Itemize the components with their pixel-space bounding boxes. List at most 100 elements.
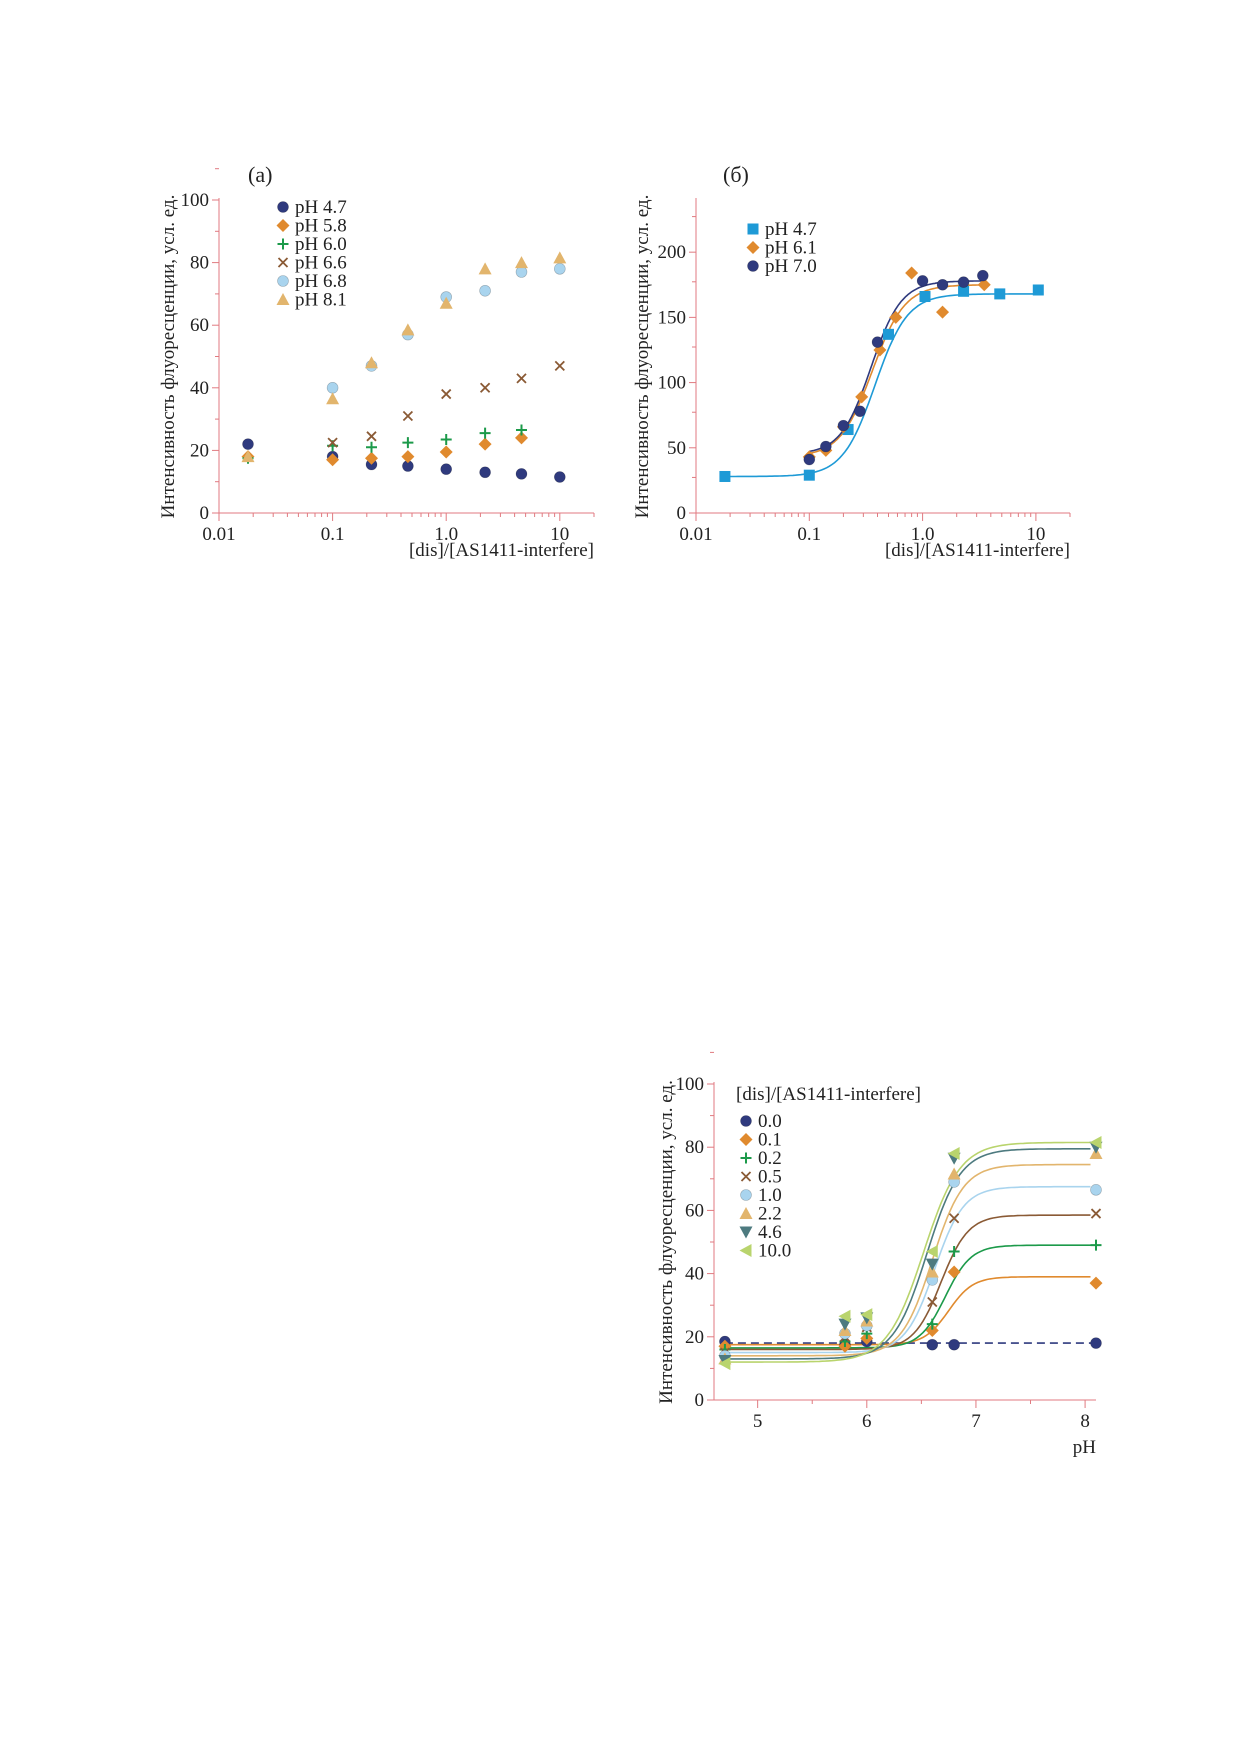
data-point bbox=[916, 275, 929, 287]
data-point bbox=[958, 285, 970, 297]
legend-entry: pH 6.1 bbox=[765, 238, 817, 259]
y-tick-label: 200 bbox=[658, 242, 687, 263]
data-point bbox=[1090, 1337, 1102, 1349]
data-point bbox=[977, 269, 989, 282]
y-tick-label: 100 bbox=[676, 1074, 705, 1095]
data-point bbox=[936, 305, 950, 319]
data-point bbox=[441, 388, 452, 400]
y-tick-label: 50 bbox=[667, 438, 686, 459]
data-point bbox=[401, 450, 415, 464]
data-point bbox=[439, 296, 453, 309]
y-tick-label: 60 bbox=[190, 315, 209, 336]
data-point bbox=[515, 266, 528, 278]
data-point bbox=[553, 251, 567, 264]
data-point bbox=[514, 431, 528, 445]
y-axis-title: Интенсивность флуоресценции, усл. ед. bbox=[656, 1080, 677, 1404]
fit-curve bbox=[724, 1163, 1091, 1357]
data-point bbox=[365, 356, 379, 369]
x-axis-title: pH bbox=[1073, 1437, 1097, 1458]
x-axis-title: [dis]/[AS1411-interfere] bbox=[885, 540, 1070, 561]
data-point bbox=[925, 1244, 938, 1258]
legend-marker bbox=[740, 1115, 752, 1127]
data-point bbox=[479, 382, 491, 393]
data-point bbox=[842, 424, 854, 436]
data-point bbox=[948, 1338, 960, 1351]
fit-curve bbox=[724, 1185, 1091, 1354]
x-axis-title: [dis]/[AS1411-interfere] bbox=[409, 540, 594, 561]
legend-entry: 0.5 bbox=[758, 1167, 782, 1188]
data-point bbox=[948, 1245, 960, 1257]
data-point bbox=[1032, 284, 1044, 296]
legend-marker bbox=[276, 219, 290, 232]
data-point bbox=[327, 437, 338, 448]
data-point bbox=[919, 291, 931, 303]
legend-marker bbox=[277, 275, 289, 287]
y-tick-label: 100 bbox=[181, 190, 210, 211]
data-point bbox=[1090, 1184, 1102, 1196]
legend-entry: 0.0 bbox=[758, 1111, 782, 1132]
data-point bbox=[947, 1265, 961, 1279]
data-point bbox=[994, 288, 1006, 300]
x-tick-label: 8 bbox=[1080, 1411, 1090, 1432]
legend-entry: pH 8.1 bbox=[295, 290, 347, 311]
x-tick-label: 10 bbox=[1026, 524, 1045, 545]
data-point bbox=[882, 328, 894, 340]
legend-marker bbox=[277, 257, 289, 268]
x-tick-label: 1.0 bbox=[911, 524, 935, 545]
y-tick-label: 0 bbox=[677, 503, 687, 524]
data-point bbox=[820, 440, 832, 453]
data-point bbox=[439, 445, 453, 459]
data-point bbox=[855, 390, 869, 404]
data-point bbox=[905, 266, 919, 280]
y-tick-label: 150 bbox=[658, 307, 687, 328]
legend-entry: pH 7.0 bbox=[765, 256, 817, 277]
data-point bbox=[515, 468, 528, 480]
legend-marker bbox=[747, 223, 759, 235]
data-point bbox=[947, 1167, 961, 1180]
fit-curve bbox=[809, 284, 985, 455]
panel-a: 0 20 40 60 80 100 0.01 0.1 1.0 10 Интенсивность фл… bbox=[158, 162, 595, 561]
legend-entry: pH 6.0 bbox=[295, 234, 347, 255]
legend-marker bbox=[740, 1171, 752, 1182]
legend-marker bbox=[277, 238, 289, 250]
data-point bbox=[871, 336, 884, 348]
data-point bbox=[1090, 1208, 1102, 1219]
legend-entry: pH 4.7 bbox=[295, 197, 347, 218]
legend-marker bbox=[277, 201, 289, 213]
data-point bbox=[925, 1258, 939, 1271]
data-point bbox=[803, 469, 815, 481]
legend-entry: pH 6.6 bbox=[295, 253, 347, 274]
data-point bbox=[440, 433, 452, 445]
data-point bbox=[401, 323, 415, 336]
data-point bbox=[365, 451, 379, 465]
x-tick-label: 0.1 bbox=[797, 524, 821, 545]
y-axis-title: Интенсивность флуоресценции, усл. ед. bbox=[632, 195, 653, 519]
y-tick-label: 80 bbox=[685, 1137, 704, 1158]
panel-c: 0 20 40 60 80 100 5 6 7 8 Интенсивность флуоресцен… bbox=[656, 1051, 1103, 1458]
y-tick-label: 20 bbox=[190, 440, 209, 461]
data-point bbox=[838, 1318, 852, 1331]
data-point bbox=[514, 256, 528, 269]
legend-entry: 2.2 bbox=[758, 1204, 782, 1225]
legend-marker bbox=[746, 241, 760, 254]
data-point bbox=[948, 1213, 960, 1224]
fit-curve bbox=[724, 1276, 1091, 1346]
data-point bbox=[479, 466, 491, 479]
data-point bbox=[326, 453, 340, 467]
data-point bbox=[957, 276, 970, 288]
data-point bbox=[854, 405, 866, 418]
data-point bbox=[242, 438, 254, 450]
y-tick-label: 40 bbox=[190, 378, 209, 399]
legend-entry: pH 4.7 bbox=[765, 219, 817, 240]
data-point bbox=[860, 1308, 873, 1322]
data-point bbox=[1089, 1135, 1102, 1149]
panel-label: (а) bbox=[248, 162, 272, 187]
data-point bbox=[803, 453, 816, 466]
legend-entry: 1.0 bbox=[758, 1185, 782, 1206]
fit-curve bbox=[724, 1244, 1091, 1349]
x-tick-label: 0.1 bbox=[321, 524, 345, 545]
panel-label: (б) bbox=[723, 162, 749, 187]
data-point bbox=[926, 1318, 938, 1330]
data-point bbox=[925, 1323, 939, 1337]
